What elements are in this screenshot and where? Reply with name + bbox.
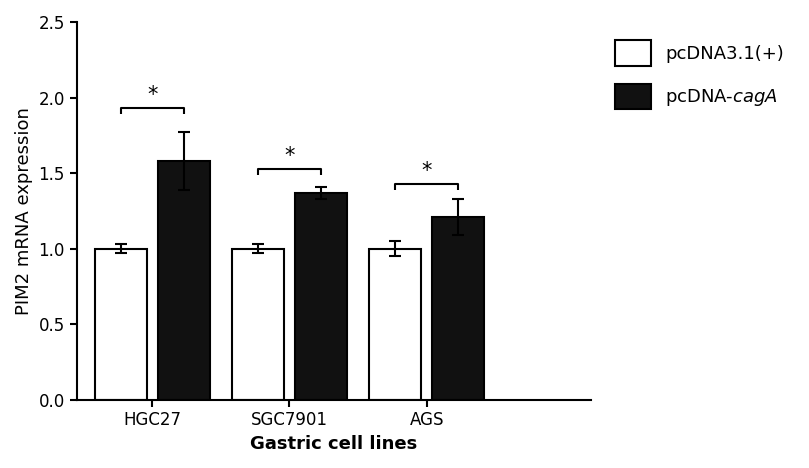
Text: *: * xyxy=(284,146,294,166)
X-axis label: Gastric cell lines: Gastric cell lines xyxy=(251,435,417,453)
Text: *: * xyxy=(147,85,158,105)
Bar xyxy=(432,217,485,400)
Text: *: * xyxy=(421,161,432,181)
Legend: pcDNA3.1(+), pcDNA-$\it{cagA}$: pcDNA3.1(+), pcDNA-$\it{cagA}$ xyxy=(605,31,793,118)
Bar xyxy=(369,249,421,400)
Bar xyxy=(158,161,210,400)
Y-axis label: PIM2 mRNA expression: PIM2 mRNA expression xyxy=(15,107,33,315)
Bar xyxy=(232,249,284,400)
Bar xyxy=(95,249,146,400)
Bar xyxy=(295,193,347,400)
